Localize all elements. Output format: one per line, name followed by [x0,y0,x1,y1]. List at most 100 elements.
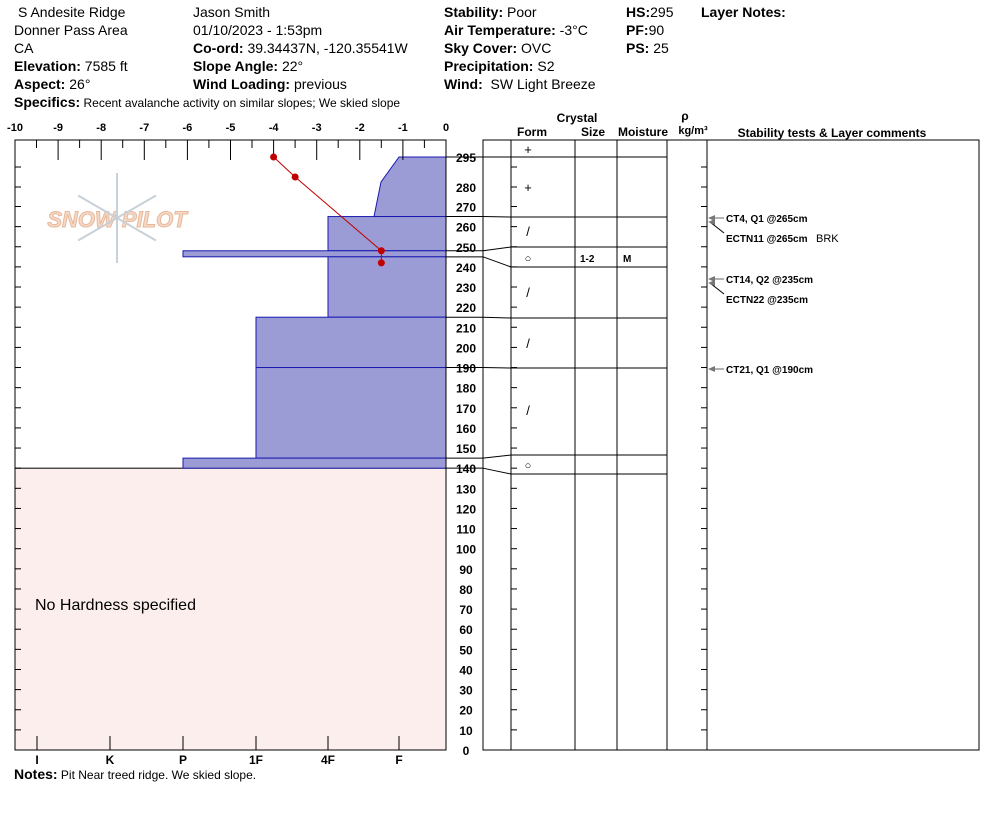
temp-tick-label: -2 [355,122,365,134]
hardness-label: P [179,753,187,767]
height-tick-label: 100 [456,543,476,557]
hardness-label: K [106,753,115,767]
height-tick-label: 0 [463,744,470,758]
height-tick-label: 200 [456,341,476,355]
hardness-layer-6 [182,457,447,469]
temp-tick-label: -10 [7,122,23,134]
grain-form-symbol: / [526,224,530,239]
stability-test: CT21, Q1 @190cm [726,365,813,376]
height-tick-label: 80 [459,583,473,597]
hardness-layer-3 [327,256,447,318]
grain-form-symbol: + [524,142,532,157]
no-hardness-area [14,467,447,751]
precipitation: Precipitation: S2 [444,58,555,74]
height-tick-label: 130 [456,482,476,496]
height-tick-label: 120 [456,502,476,516]
snowflake-icon [116,194,157,219]
moisture-header: Moisture [618,125,668,139]
arrow-head-icon [708,219,715,225]
height-tick-label: 70 [459,603,473,617]
form-header: Form [517,125,547,139]
height-tick-label: 10 [459,724,473,738]
air-temperature: Air Temperature: -3°C [444,22,588,38]
height-tick-label: 140 [456,462,476,476]
hardness-label: I [35,753,38,767]
crystal-size: 1-2 [580,254,595,265]
height-tick-label: 150 [456,442,476,456]
height-tick-label: 60 [459,623,473,637]
height-tick-label: 90 [459,563,473,577]
observer: Jason Smith [193,4,271,20]
layer-connector [482,454,512,459]
temperature-line [273,156,382,263]
specifics: Specifics: Recent avalanche activity on … [14,94,401,110]
layer-connector [482,246,512,252]
height-tick-label: 260 [456,221,476,235]
height-tick-label: 40 [459,663,473,677]
stability-test: CT14, Q2 @235cm [726,275,813,286]
temp-tick-label: -6 [183,122,193,134]
height-tick-label: 190 [456,362,476,376]
temp-tick-label: -4 [269,122,280,134]
height-tick-label: 240 [456,261,476,275]
grain-form-symbol: / [526,403,530,418]
test-fracture-char: BRK [816,233,839,245]
height-tick-label: 170 [456,402,476,416]
arrow-head-icon [708,276,715,282]
tests-header: Stability tests & Layer comments [738,126,927,140]
layer-connector [482,256,512,268]
snowflake-icon [116,217,157,242]
temperature-point [377,259,385,267]
state: CA [14,40,34,56]
stability-test: ECTN11 @265cm [726,234,808,245]
height-tick-label: 295 [456,151,476,165]
temperature-point [291,173,299,181]
temp-tick-label: -8 [96,122,106,134]
wind: Wind: SW Light Breeze [444,76,596,92]
height-tick-label: 20 [459,704,473,718]
hardness-layer-4 [255,316,447,369]
height-tick-label: 220 [456,301,476,315]
grain-form-symbol: ○ [525,460,532,472]
no-hardness-text: No Hardness specified [35,597,196,614]
layer-notes: Layer Notes: [701,4,786,20]
density-header: kg/m³ [678,125,708,137]
stability: Stability: Poor [444,4,537,20]
crystal-header: Crystal [557,111,598,125]
temp-tick-label: -1 [398,122,408,134]
temp-tick-label: -3 [312,122,322,134]
grain-form-symbol: / [526,336,530,351]
hardness-layer-5 [255,367,447,459]
height-tick-label: 180 [456,382,476,396]
hardness-label: 1F [249,753,263,767]
hardness-layer-0 [373,156,447,218]
temp-tick-label: -5 [226,122,236,134]
hardness-label: F [395,753,402,767]
temperature-point [377,247,385,255]
aspect: Aspect: 26° [14,76,91,92]
hardness-layer-1 [327,216,447,252]
elevation: Elevation: 7585 ft [14,58,128,74]
temp-tick-label: 0 [443,122,449,134]
height-tick-label: 30 [459,684,473,698]
ps: PS: 25 [626,40,669,56]
height-tick-label: 250 [456,241,476,255]
slope-angle: Slope Angle: 22° [193,58,304,74]
height-tick-label: 280 [456,181,476,195]
hardness-label: 4F [321,753,335,767]
layer-connector [482,467,512,475]
height-tick-label: 230 [456,281,476,295]
grain-form-symbol: ○ [525,253,532,265]
layer-connector [482,316,512,319]
location: S Andesite Ridge [18,4,126,20]
snowflake-icon [77,194,118,219]
coordinates: Co-ord: 39.34437N, -120.35541W [193,40,408,56]
hs: HS:295 [626,4,674,20]
rho-header: ρ [681,109,688,123]
arrow-head-icon [708,280,715,286]
layer-table-frame [482,139,980,751]
area: Donner Pass Area [14,22,128,38]
moisture-value: M [623,254,631,265]
